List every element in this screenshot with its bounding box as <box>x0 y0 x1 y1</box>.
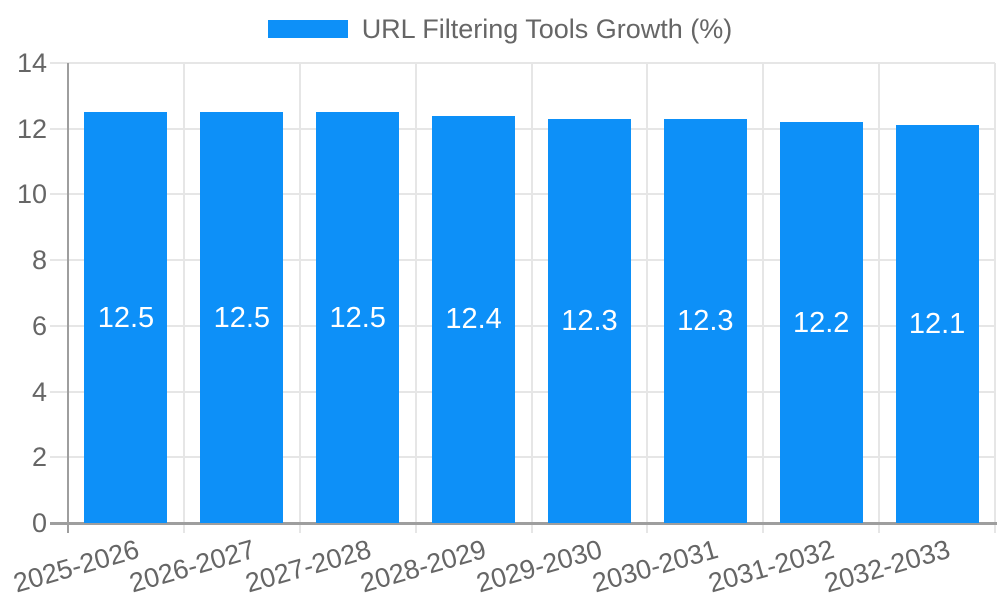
y-axis-tick-label: 6 <box>31 310 47 341</box>
y-gridline <box>50 456 995 459</box>
legend-swatch-icon <box>267 20 348 38</box>
x-axis-tick-label: 2032-2033 <box>820 534 954 599</box>
bar-value-label: 12.4 <box>445 303 502 336</box>
x-gridline <box>298 63 301 533</box>
bar-2025-2026 <box>84 112 168 523</box>
x-axis-tick-label: 2029-2030 <box>473 534 606 599</box>
y-axis-tick-label: 4 <box>31 376 47 407</box>
bar-2027-2028 <box>316 112 400 523</box>
legend-label: URL Filtering Tools Growth (%) <box>361 14 733 44</box>
bar-value-label: 12.5 <box>329 301 386 334</box>
y-gridline <box>50 62 995 64</box>
y-gridline <box>50 193 995 196</box>
y-axis-tick-label: 0 <box>31 508 47 538</box>
bar-value-label: 12.2 <box>792 306 850 339</box>
x-axis-tick-label: 2028-2029 <box>357 534 490 599</box>
x-gridline <box>646 63 649 533</box>
x-axis-tick-label: 2030-2031 <box>589 534 722 599</box>
x-axis-line <box>50 522 997 525</box>
x-axis-tick-label: 2031-2032 <box>705 534 838 599</box>
x-gridline <box>414 63 417 533</box>
y-axis-tick-label: 12 <box>16 113 47 144</box>
bar-value-label: 12.3 <box>677 304 734 337</box>
x-axis-tick-label: 2027-2028 <box>241 534 374 599</box>
y-gridline <box>50 390 995 393</box>
chart-legend[interactable]: URL Filtering Tools Growth (%) <box>0 14 1000 44</box>
x-gridline <box>878 63 881 533</box>
x-axis-tick-label: 2025-2026 <box>9 534 143 599</box>
x-gridline <box>530 63 533 533</box>
y-axis-tick-label: 8 <box>31 245 47 276</box>
bar-2028-2029 <box>432 115 516 523</box>
bar-value-label: 12.3 <box>561 304 618 337</box>
bar-2026-2027 <box>200 112 284 523</box>
bar-value-label: 12.5 <box>97 301 155 334</box>
x-axis-tick-label: 2026-2027 <box>125 534 259 599</box>
y-gridline <box>50 127 995 130</box>
bar-2030-2031 <box>663 118 747 523</box>
x-gridline <box>182 63 185 533</box>
y-axis-line <box>67 63 69 533</box>
y-axis-tick-label: 2 <box>31 442 47 473</box>
bar-value-label: 12.1 <box>908 308 966 341</box>
x-gridline <box>994 63 996 533</box>
y-axis-tick-label: 14 <box>16 48 47 78</box>
x-gridline <box>762 63 765 533</box>
y-axis-tick-label: 10 <box>16 179 47 210</box>
bar-2032-2033 <box>895 125 979 523</box>
y-gridline <box>50 259 995 262</box>
bar-value-label: 12.5 <box>213 301 271 334</box>
y-gridline <box>50 324 995 327</box>
bar-2029-2030 <box>547 118 631 523</box>
bar-2031-2032 <box>779 122 863 523</box>
